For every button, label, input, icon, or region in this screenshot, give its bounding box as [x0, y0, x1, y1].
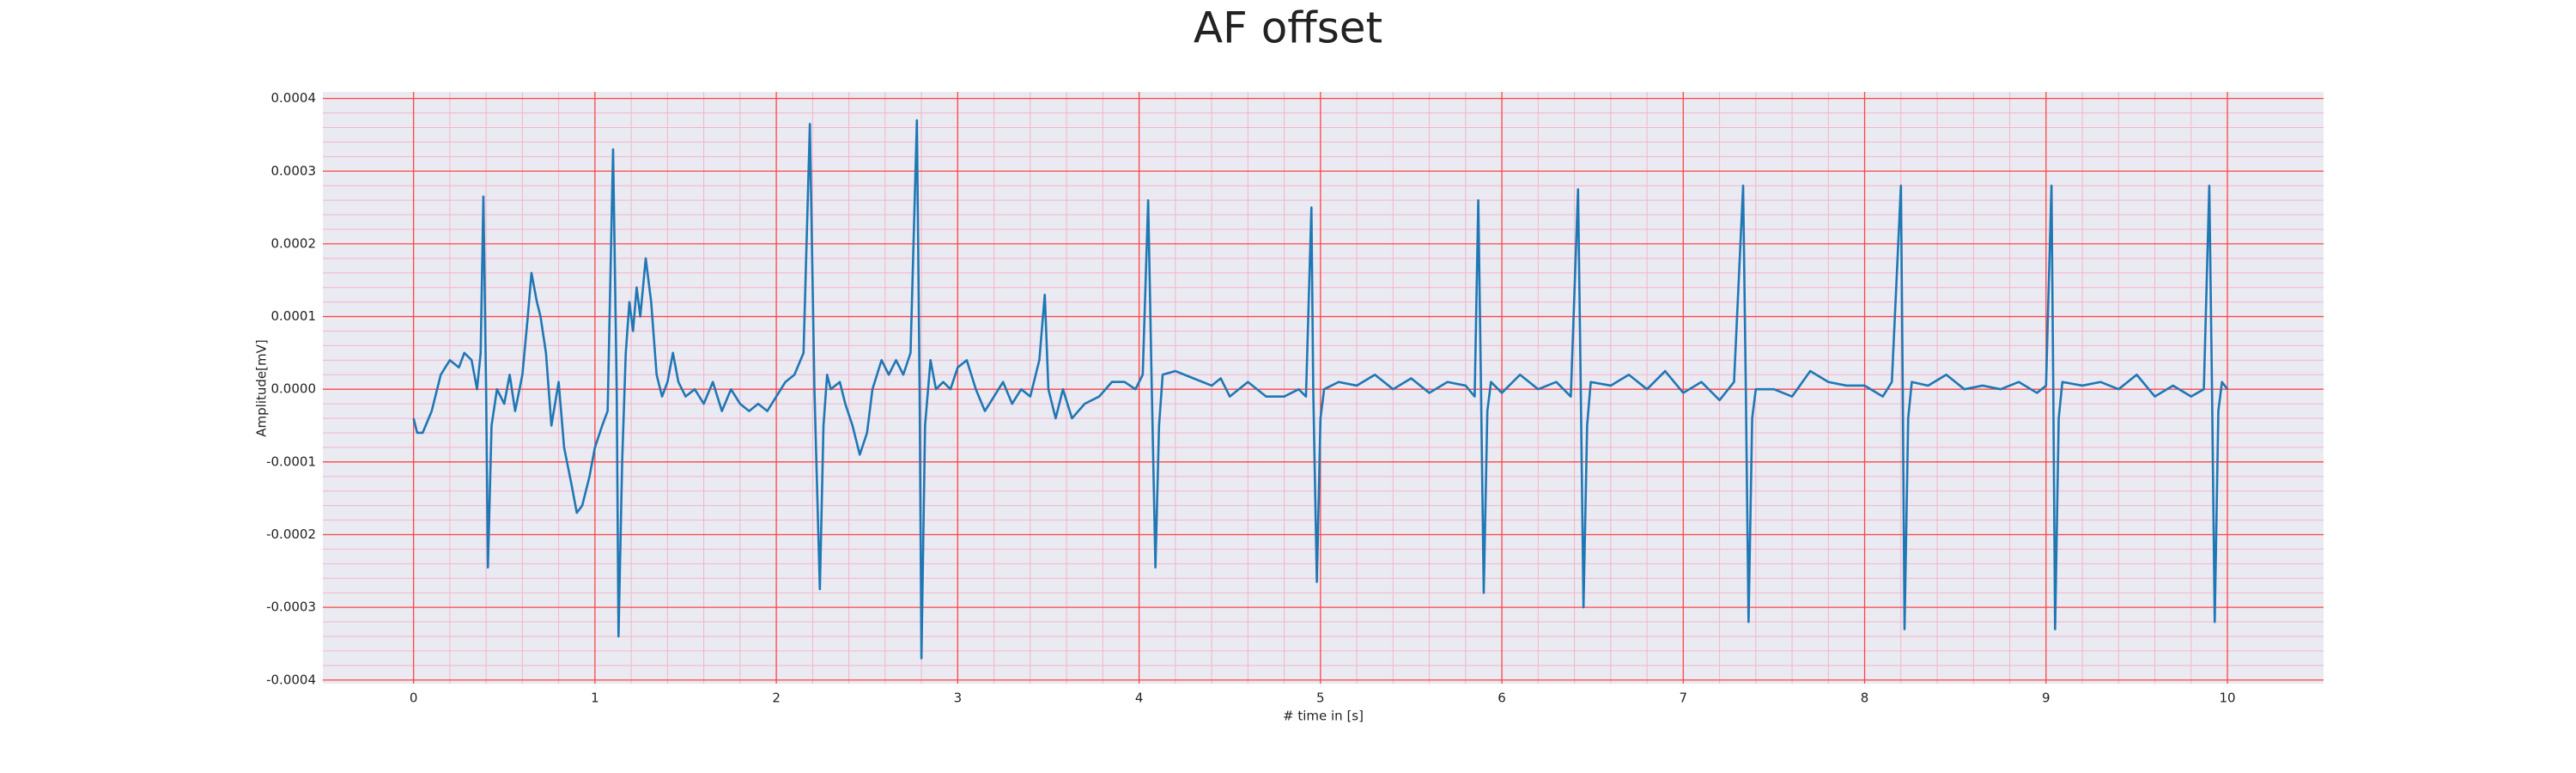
- y-tick-label: -0.0002: [266, 526, 316, 542]
- y-tick-label: -0.0003: [266, 600, 316, 615]
- y-axis-label: Amplitude[mV]: [254, 339, 270, 436]
- x-tick-label: 0: [410, 691, 418, 706]
- y-tick-label: -0.0001: [266, 453, 316, 469]
- y-tick-label: 0.0002: [271, 235, 317, 251]
- x-axis-label: # time in [s]: [1283, 709, 1364, 724]
- x-tick-label: 10: [2219, 691, 2235, 706]
- y-tick-label: 0.0004: [271, 90, 317, 106]
- x-tick-label: 3: [954, 691, 963, 706]
- y-tick-label: 0.0003: [271, 163, 317, 179]
- y-tick-label: 0.0000: [271, 381, 317, 397]
- data-line: [412, 119, 2229, 660]
- x-tick-label: 4: [1135, 691, 1144, 706]
- x-tick-label: 7: [1680, 691, 1688, 706]
- x-tick-label: 5: [1316, 691, 1325, 706]
- x-tick-label: 2: [772, 691, 781, 706]
- x-tick-label: 1: [591, 691, 599, 706]
- x-tick-label: 9: [2042, 691, 2050, 706]
- y-tick-label: 0.0001: [271, 308, 317, 324]
- plot-background: [323, 92, 2324, 684]
- x-tick-label: 6: [1498, 691, 1506, 706]
- chart-title: AF offset: [1194, 3, 1382, 53]
- y-tick-label: -0.0004: [266, 672, 316, 687]
- x-tick-label: 8: [1861, 691, 1869, 706]
